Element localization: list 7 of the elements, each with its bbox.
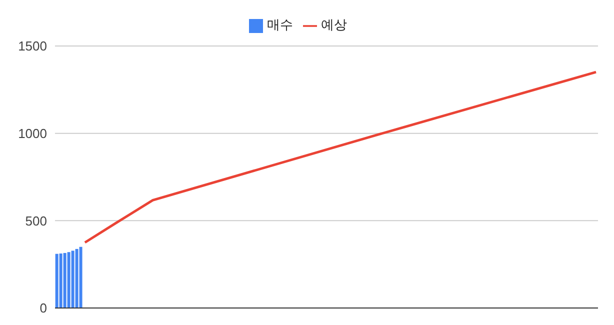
y-tick-label: 500	[25, 213, 47, 228]
legend-label: 매수	[267, 17, 293, 32]
legend-label: 예상	[321, 17, 347, 32]
y-tick-label: 1500	[18, 38, 47, 54]
y-tick-label: 0	[40, 300, 47, 316]
y-tick-label: 1000	[18, 126, 47, 141]
line-series	[84, 70, 598, 244]
